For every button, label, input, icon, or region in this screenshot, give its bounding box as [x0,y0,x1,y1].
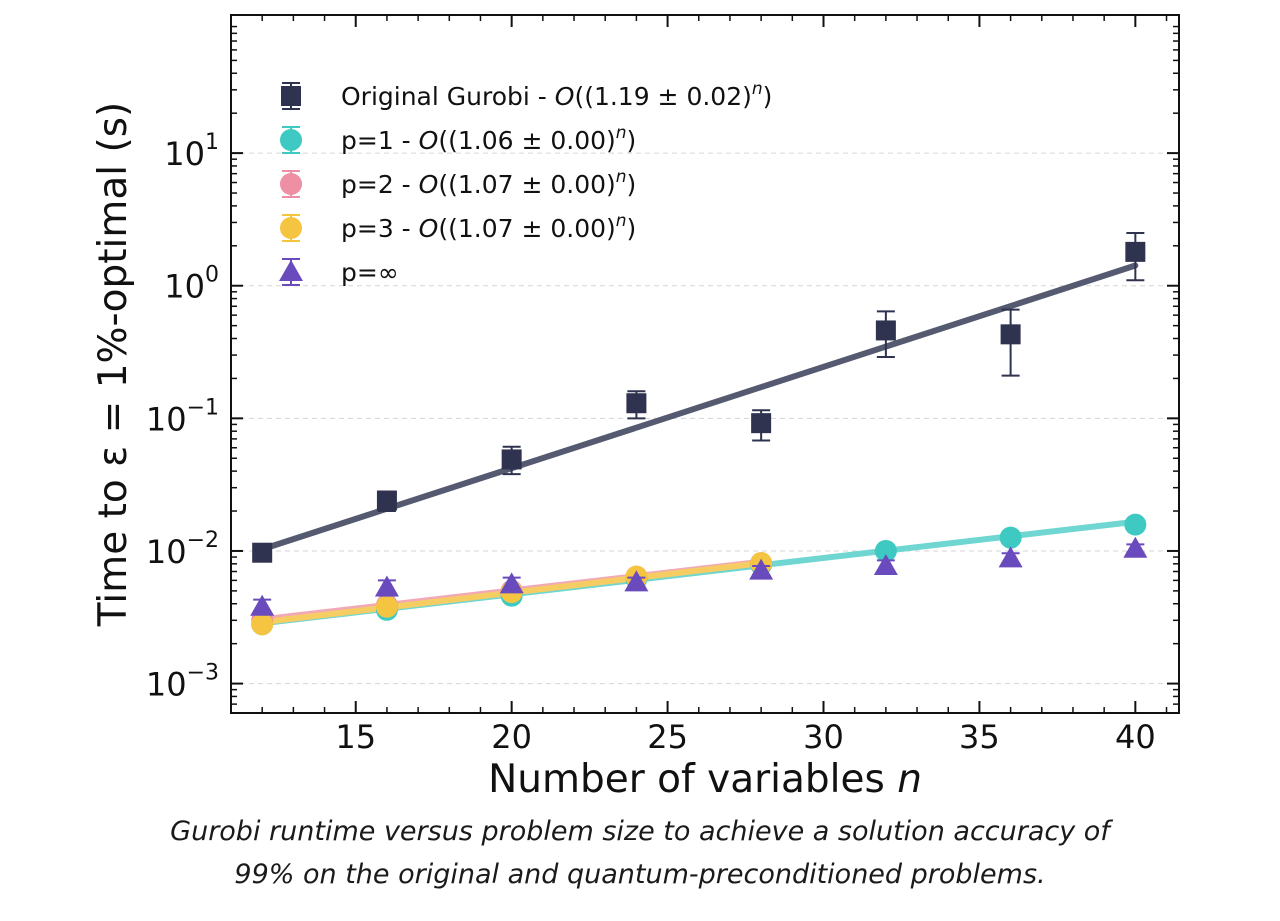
y-tick-label-base: 10 [146,533,187,571]
legend: Original Gurobi - O((1.19 ± 0.02)n)p=1 -… [279,79,772,287]
legend-label-bigO: O [555,82,575,111]
x-axis-label-main: Number of variables [488,757,897,802]
legend-label: p=1 - O((1.06 ± 0.00)n) [341,123,636,155]
circle-marker [375,595,398,618]
x-tick-label: 15 [335,718,376,756]
y-axis-label: Time to ε = 1%-optimal (s) [91,102,136,628]
y-tick-label-base: 10 [164,135,205,173]
square-marker [252,542,273,563]
y-tick-label: 101 [164,130,219,173]
x-tick-label: 25 [647,718,688,756]
circle-marker [280,129,302,151]
legend-label-exp: n [616,211,627,231]
y-tick-label-base: 10 [146,666,187,704]
legend-label-suffix: ) [627,214,637,243]
triangle-marker [1123,536,1148,558]
y-tick-label-exp: −1 [187,395,219,420]
legend-label-exp: n [616,123,627,143]
y-tick-label: 10−1 [146,395,219,438]
square-marker [1000,324,1021,345]
legend-label: Original Gurobi - O((1.19 ± 0.02)n) [341,79,772,111]
fit-lines [259,262,1139,627]
y-tick-label: 10−3 [146,661,219,704]
square-marker [281,86,301,106]
circle-marker [1124,513,1147,536]
legend-label-fit: ((1.06 ± 0.00) [438,126,615,155]
legend-label-prefix: p=∞ [341,258,399,287]
triangle-marker [998,546,1023,568]
legend-label-fit: ((1.19 ± 0.02) [574,82,751,111]
square-marker [501,449,522,470]
legend-label-suffix: ) [763,82,773,111]
legend-label-prefix: p=3 - [341,214,419,243]
triangle-marker [250,594,275,616]
y-tick-label-exp: 1 [205,130,219,155]
y-tick-label-base: 10 [164,268,205,306]
x-axis-label: Number of variables n [488,757,922,802]
square-marker [1125,241,1146,262]
y-tick-label: 100 [164,263,219,306]
legend-label-prefix: p=2 - [341,170,419,199]
x-tick-label: 30 [803,718,844,756]
x-tick-label: 20 [491,718,532,756]
triangle-marker [279,260,303,281]
x-axis-label-var: n [897,757,922,802]
square-marker [626,393,647,414]
square-marker [376,490,397,511]
legend-label-prefix: Original Gurobi - [341,82,555,111]
fit-line [259,262,1139,553]
triangle-marker [374,575,399,597]
triangle-marker [873,554,898,576]
y-tick-label: 10−2 [146,528,219,571]
triangle-marker [749,558,774,580]
data-markers [250,231,1148,636]
legend-label-bigO: O [419,214,439,243]
square-marker [751,413,772,434]
x-tick-label: 35 [959,718,1000,756]
triangle-marker [624,570,649,592]
legend-label: p=2 - O((1.07 ± 0.00)n) [341,167,636,199]
legend-label-fit: ((1.07 ± 0.00) [438,214,615,243]
legend-label: p=∞ [341,258,399,287]
plot-frame [230,14,1180,714]
legend-label-exp: n [752,79,763,99]
legend-label-fit: ((1.07 ± 0.00) [438,170,615,199]
y-tick-label-exp: −2 [187,528,219,553]
circle-marker [999,526,1022,549]
circle-marker [874,539,897,562]
square-marker [875,320,896,341]
legend-label-prefix: p=1 - [341,126,419,155]
x-tick-label: 40 [1115,718,1156,756]
y-tick-label-exp: −3 [187,661,219,686]
y-tick-label-exp: 0 [205,263,219,288]
figure-caption-line-2: 99% on the original and quantum-precondi… [234,859,1046,890]
figure-caption-line-1: Gurobi runtime versus problem size to ac… [170,816,1110,847]
circle-marker [280,173,302,195]
legend-label-suffix: ) [627,126,637,155]
grid-lines [231,152,1179,685]
circle-marker [280,217,302,239]
triangle-marker [499,572,524,594]
y-tick-label-base: 10 [146,400,187,438]
legend-label: p=3 - O((1.07 ± 0.00)n) [341,211,636,243]
legend-label-exp: n [616,167,627,187]
legend-label-bigO: O [419,126,439,155]
legend-label-suffix: ) [627,170,637,199]
legend-label-bigO: O [419,170,439,199]
circle-marker [251,613,274,636]
